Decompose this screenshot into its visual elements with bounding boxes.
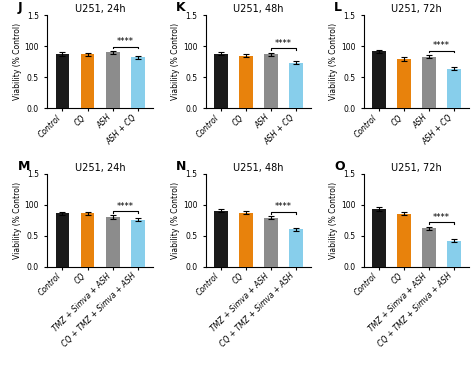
Bar xyxy=(131,220,145,267)
Text: N: N xyxy=(176,160,186,173)
Bar xyxy=(397,214,411,267)
Bar xyxy=(214,54,228,108)
Text: ****: **** xyxy=(433,213,450,222)
Text: O: O xyxy=(334,160,345,173)
Y-axis label: Viability (% Control): Viability (% Control) xyxy=(329,182,338,259)
Text: L: L xyxy=(334,1,342,14)
Y-axis label: Viability (% Control): Viability (% Control) xyxy=(171,182,180,259)
Bar xyxy=(106,53,119,108)
Bar xyxy=(131,58,145,108)
Y-axis label: Viability (% Control): Viability (% Control) xyxy=(13,23,22,100)
Bar xyxy=(422,228,436,267)
Bar xyxy=(447,241,461,267)
Title: U251, 24h: U251, 24h xyxy=(75,5,126,14)
Bar xyxy=(264,54,278,108)
Y-axis label: Viability (% Control): Viability (% Control) xyxy=(171,23,180,100)
Text: ****: **** xyxy=(117,202,134,211)
Text: ****: **** xyxy=(275,39,292,48)
Text: J: J xyxy=(18,1,22,14)
Bar xyxy=(81,54,94,108)
Bar xyxy=(289,229,303,267)
Title: U251, 72h: U251, 72h xyxy=(391,5,442,14)
Bar xyxy=(214,211,228,267)
Bar xyxy=(372,209,386,267)
Text: ****: **** xyxy=(275,202,292,211)
Title: U251, 24h: U251, 24h xyxy=(75,163,126,173)
Bar xyxy=(239,213,253,267)
Text: M: M xyxy=(18,160,30,173)
Bar xyxy=(55,213,69,267)
Bar xyxy=(289,63,303,108)
Title: U251, 72h: U251, 72h xyxy=(391,163,442,173)
Title: U251, 48h: U251, 48h xyxy=(233,163,283,173)
Text: ****: **** xyxy=(117,37,134,46)
Bar xyxy=(397,59,411,108)
Bar xyxy=(81,213,94,267)
Bar xyxy=(55,54,69,108)
Text: ****: **** xyxy=(433,41,450,50)
Y-axis label: Viability (% Control): Viability (% Control) xyxy=(13,182,22,259)
Bar xyxy=(447,69,461,108)
Bar xyxy=(372,51,386,108)
Bar xyxy=(422,56,436,108)
Bar xyxy=(264,218,278,267)
Bar xyxy=(239,56,253,108)
Text: K: K xyxy=(176,1,186,14)
Title: U251, 48h: U251, 48h xyxy=(233,5,283,14)
Y-axis label: Viability (% Control): Viability (% Control) xyxy=(329,23,338,100)
Bar xyxy=(106,217,119,267)
